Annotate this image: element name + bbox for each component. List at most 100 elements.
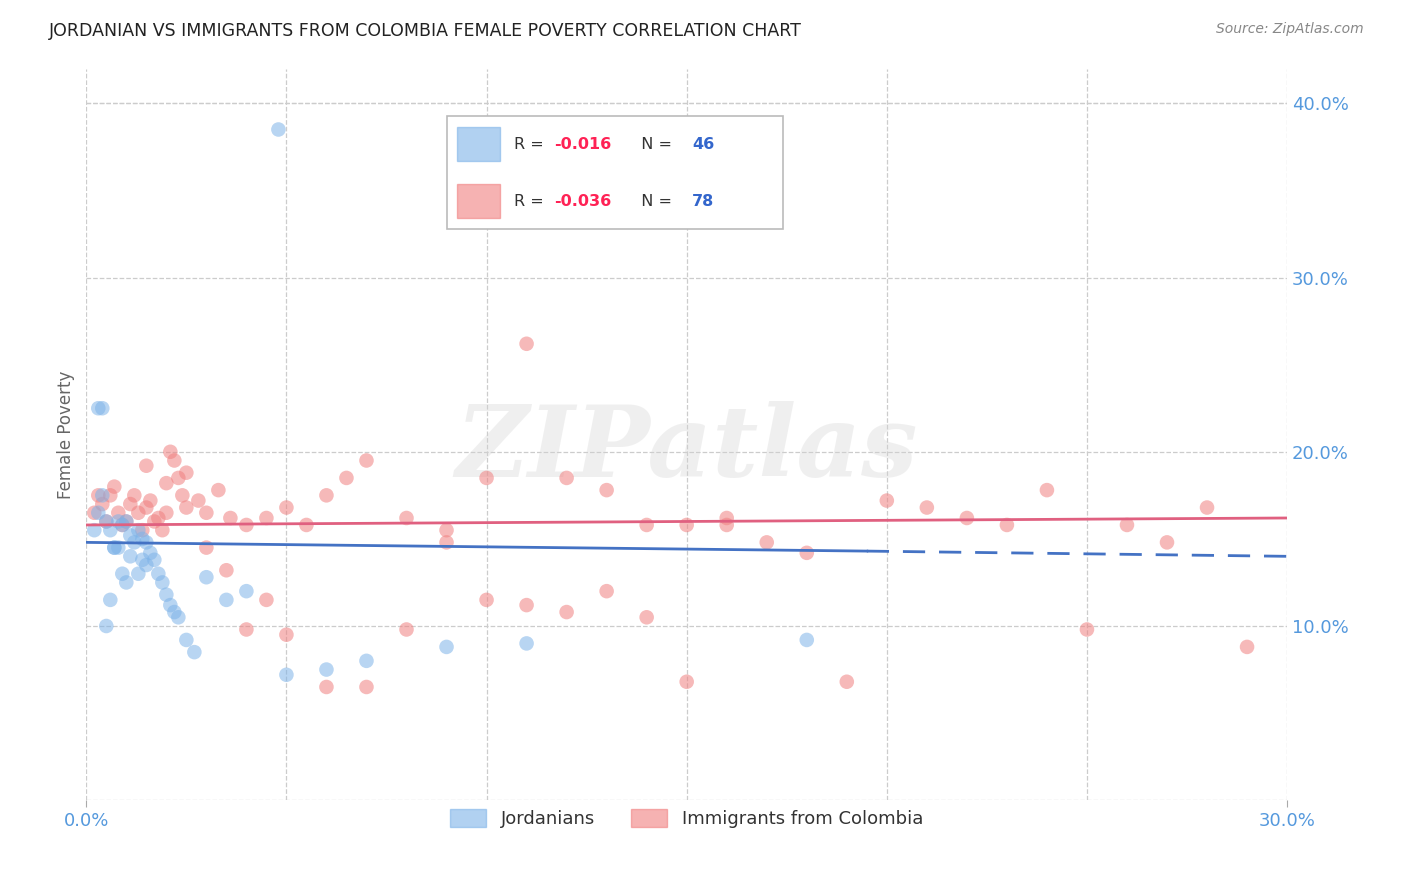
Point [91, 497, 114, 511]
Point [267, 122, 290, 136]
Point [235, 623, 257, 637]
Legend: Jordanians, Immigrants from Colombia: Jordanians, Immigrants from Colombia [443, 801, 931, 835]
Point [135, 458, 157, 473]
Point [159, 598, 181, 612]
Point [254, 511, 277, 525]
Point [120, 528, 142, 542]
Point [195, 541, 218, 555]
Point [315, 488, 337, 502]
Point [183, 645, 205, 659]
Point [107, 541, 129, 555]
Point [254, 593, 277, 607]
Point [91, 488, 114, 502]
Point [176, 466, 198, 480]
Point [675, 518, 697, 533]
Point [83, 506, 105, 520]
Point [107, 506, 129, 520]
Point [98, 593, 121, 607]
Point [516, 336, 538, 351]
Point [135, 500, 157, 515]
Point [516, 636, 538, 650]
Point [276, 500, 298, 515]
Point [111, 518, 134, 533]
Point [87, 488, 110, 502]
Point [127, 566, 149, 581]
Point [176, 500, 198, 515]
Point [159, 444, 181, 458]
Point [796, 632, 818, 647]
Point [148, 566, 170, 581]
Point [96, 515, 118, 529]
Point [135, 535, 157, 549]
Point [755, 535, 778, 549]
Point [87, 506, 110, 520]
Point [1036, 483, 1059, 497]
Point [235, 584, 257, 599]
Point [1076, 623, 1098, 637]
Point [115, 515, 138, 529]
Point [876, 493, 898, 508]
Point [139, 493, 162, 508]
Point [87, 401, 110, 416]
Point [1116, 518, 1139, 533]
Point [176, 632, 198, 647]
Point [956, 511, 979, 525]
Text: Source: ZipAtlas.com: Source: ZipAtlas.com [1216, 22, 1364, 37]
Point [207, 483, 229, 497]
Point [915, 500, 938, 515]
Point [127, 506, 149, 520]
Point [636, 518, 658, 533]
Point [215, 563, 238, 577]
Point [96, 515, 118, 529]
Point [150, 523, 173, 537]
Point [276, 628, 298, 642]
Point [315, 680, 337, 694]
Point [120, 549, 142, 564]
Point [716, 518, 738, 533]
Point [131, 553, 153, 567]
Point [107, 515, 129, 529]
Point [315, 663, 337, 677]
Point [91, 401, 114, 416]
Point [111, 518, 134, 533]
Point [436, 535, 458, 549]
Point [555, 471, 578, 485]
Point [187, 493, 209, 508]
Point [163, 605, 186, 619]
Y-axis label: Female Poverty: Female Poverty [58, 370, 75, 499]
Point [796, 546, 818, 560]
Point [155, 476, 177, 491]
Point [167, 471, 190, 485]
Point [131, 532, 153, 546]
Point [148, 511, 170, 525]
Point [143, 553, 166, 567]
Point [636, 610, 658, 624]
Point [235, 518, 257, 533]
Point [83, 523, 105, 537]
Point [163, 453, 186, 467]
Point [135, 558, 157, 572]
Point [835, 674, 858, 689]
Point [143, 515, 166, 529]
Point [127, 523, 149, 537]
Point [356, 453, 378, 467]
Point [103, 541, 125, 555]
Point [98, 523, 121, 537]
Point [295, 518, 318, 533]
Point [98, 488, 121, 502]
Point [96, 619, 118, 633]
Point [195, 506, 218, 520]
Point [1195, 500, 1218, 515]
Point [436, 523, 458, 537]
Point [675, 674, 697, 689]
Point [595, 584, 617, 599]
Point [103, 541, 125, 555]
Point [167, 610, 190, 624]
Point [103, 480, 125, 494]
Point [155, 588, 177, 602]
Point [139, 546, 162, 560]
Point [195, 570, 218, 584]
Text: JORDANIAN VS IMMIGRANTS FROM COLOMBIA FEMALE POVERTY CORRELATION CHART: JORDANIAN VS IMMIGRANTS FROM COLOMBIA FE… [49, 22, 801, 40]
Point [172, 488, 194, 502]
Point [356, 680, 378, 694]
